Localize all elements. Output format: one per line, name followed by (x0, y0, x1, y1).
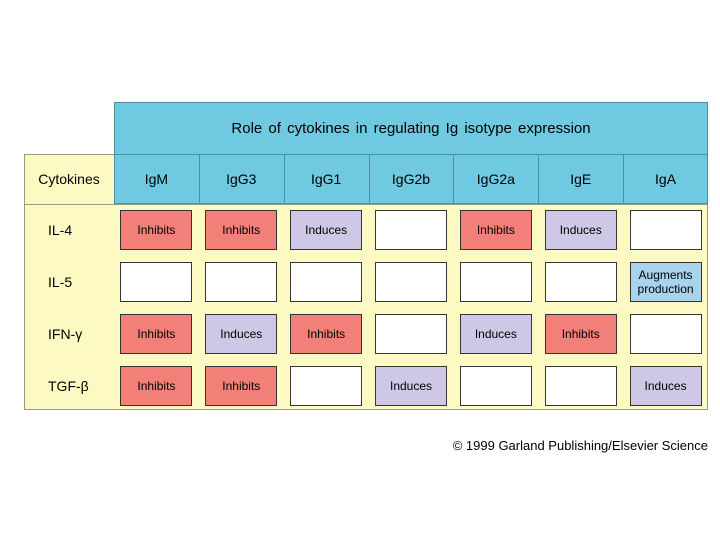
header-bottom-line (24, 204, 708, 205)
cytokines-column-header: Cytokines (38, 171, 100, 187)
effect-cell (459, 262, 532, 302)
effect-cell: Inhibits (120, 366, 193, 406)
isotype-header-igg2b: IgG2b (391, 171, 431, 187)
effect-cell: Induces (544, 210, 617, 250)
cytokine-label: IL-4 (48, 222, 73, 238)
table-header-block (114, 102, 708, 204)
effect-cell (205, 262, 278, 302)
effect-cell (629, 210, 702, 250)
effect-cell (290, 262, 363, 302)
effect-cell: Induces (205, 314, 278, 354)
effect-cell: Inhibits (459, 210, 532, 250)
effect-cell (290, 366, 363, 406)
effect-cell: Inhibits (120, 314, 193, 354)
effect-cell (375, 314, 447, 354)
isotype-header-igm: IgM (144, 171, 169, 187)
effect-cell (629, 314, 702, 354)
column-divider (368, 154, 370, 204)
column-divider (283, 154, 285, 204)
effect-cell: Inhibits (290, 314, 363, 354)
column-divider (198, 154, 200, 204)
effect-cell: Induces (459, 314, 532, 354)
effect-cell: Inhibits (205, 366, 278, 406)
table-title: Role of cytokines in regulating Ig isoty… (231, 119, 591, 137)
effect-cell: Induces (375, 366, 447, 406)
effect-cell: Inhibits (120, 210, 193, 250)
isotype-header-igg2a: IgG2a (476, 171, 515, 187)
effect-cell (544, 262, 617, 302)
cytokine-label: IL-5 (48, 274, 73, 290)
isotype-header-iga: IgA (655, 171, 677, 187)
effect-cell (375, 210, 447, 250)
effect-cell: Inhibits (205, 210, 278, 250)
effect-cell (544, 366, 617, 406)
header-divider (114, 154, 708, 155)
effect-cell: Augments production (629, 262, 702, 302)
column-divider (623, 154, 625, 204)
isotype-header-igg1: IgG1 (310, 171, 342, 187)
effect-cell (459, 366, 532, 406)
cytokine-label: IFN-γ (48, 326, 83, 342)
isotype-header-ige: IgE (570, 171, 592, 187)
effect-cell (375, 262, 447, 302)
effect-cell: Inhibits (544, 314, 617, 354)
column-divider (538, 154, 540, 204)
effect-cell (120, 262, 193, 302)
isotype-header-igg3: IgG3 (226, 171, 257, 187)
cytokine-label: TGF-β (48, 378, 89, 394)
effect-cell: Induces (629, 366, 702, 406)
effect-cell: Induces (290, 210, 363, 250)
column-divider (453, 154, 455, 204)
copyright-notice: © 1999 Garland Publishing/Elsevier Scien… (452, 438, 708, 453)
